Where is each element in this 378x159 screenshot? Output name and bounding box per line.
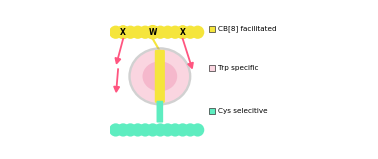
Circle shape — [169, 123, 182, 137]
Polygon shape — [188, 62, 193, 69]
Circle shape — [116, 123, 130, 137]
Circle shape — [161, 26, 174, 39]
Circle shape — [109, 123, 122, 137]
Circle shape — [116, 25, 130, 39]
Circle shape — [191, 123, 204, 137]
Circle shape — [131, 26, 144, 39]
Circle shape — [131, 123, 144, 137]
Ellipse shape — [137, 56, 183, 97]
Ellipse shape — [143, 61, 177, 91]
Polygon shape — [115, 58, 121, 64]
Circle shape — [146, 25, 160, 39]
Ellipse shape — [128, 47, 191, 106]
Ellipse shape — [131, 50, 189, 103]
Text: X: X — [120, 28, 126, 37]
Circle shape — [124, 26, 137, 39]
Circle shape — [154, 123, 167, 137]
Circle shape — [184, 123, 197, 137]
FancyBboxPatch shape — [155, 50, 165, 103]
Text: X: X — [180, 28, 186, 37]
Circle shape — [109, 26, 122, 39]
Circle shape — [184, 26, 197, 39]
Text: W: W — [149, 28, 157, 37]
Bar — [209, 26, 215, 32]
Circle shape — [176, 25, 190, 39]
Circle shape — [124, 123, 137, 137]
Text: Trp specific: Trp specific — [217, 66, 258, 71]
Circle shape — [176, 26, 189, 39]
Bar — [209, 108, 215, 114]
Circle shape — [139, 26, 152, 39]
Circle shape — [146, 26, 160, 39]
Circle shape — [176, 123, 189, 137]
Text: Cys selecitive: Cys selecitive — [217, 108, 267, 114]
FancyBboxPatch shape — [156, 101, 163, 123]
Circle shape — [191, 26, 204, 39]
Bar — [209, 66, 215, 71]
Circle shape — [116, 26, 130, 39]
Circle shape — [161, 123, 174, 137]
Circle shape — [139, 123, 152, 137]
Circle shape — [146, 123, 160, 137]
Text: CB[8] facilitated: CB[8] facilitated — [217, 26, 276, 32]
Circle shape — [154, 26, 167, 39]
Circle shape — [169, 26, 182, 39]
Polygon shape — [114, 86, 119, 92]
